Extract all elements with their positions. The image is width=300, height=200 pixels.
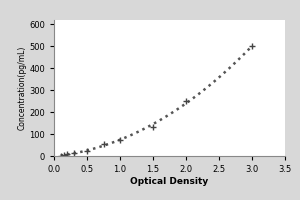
Y-axis label: Concentration(pg/mL): Concentration(pg/mL) xyxy=(17,46,26,130)
X-axis label: Optical Density: Optical Density xyxy=(130,177,208,186)
